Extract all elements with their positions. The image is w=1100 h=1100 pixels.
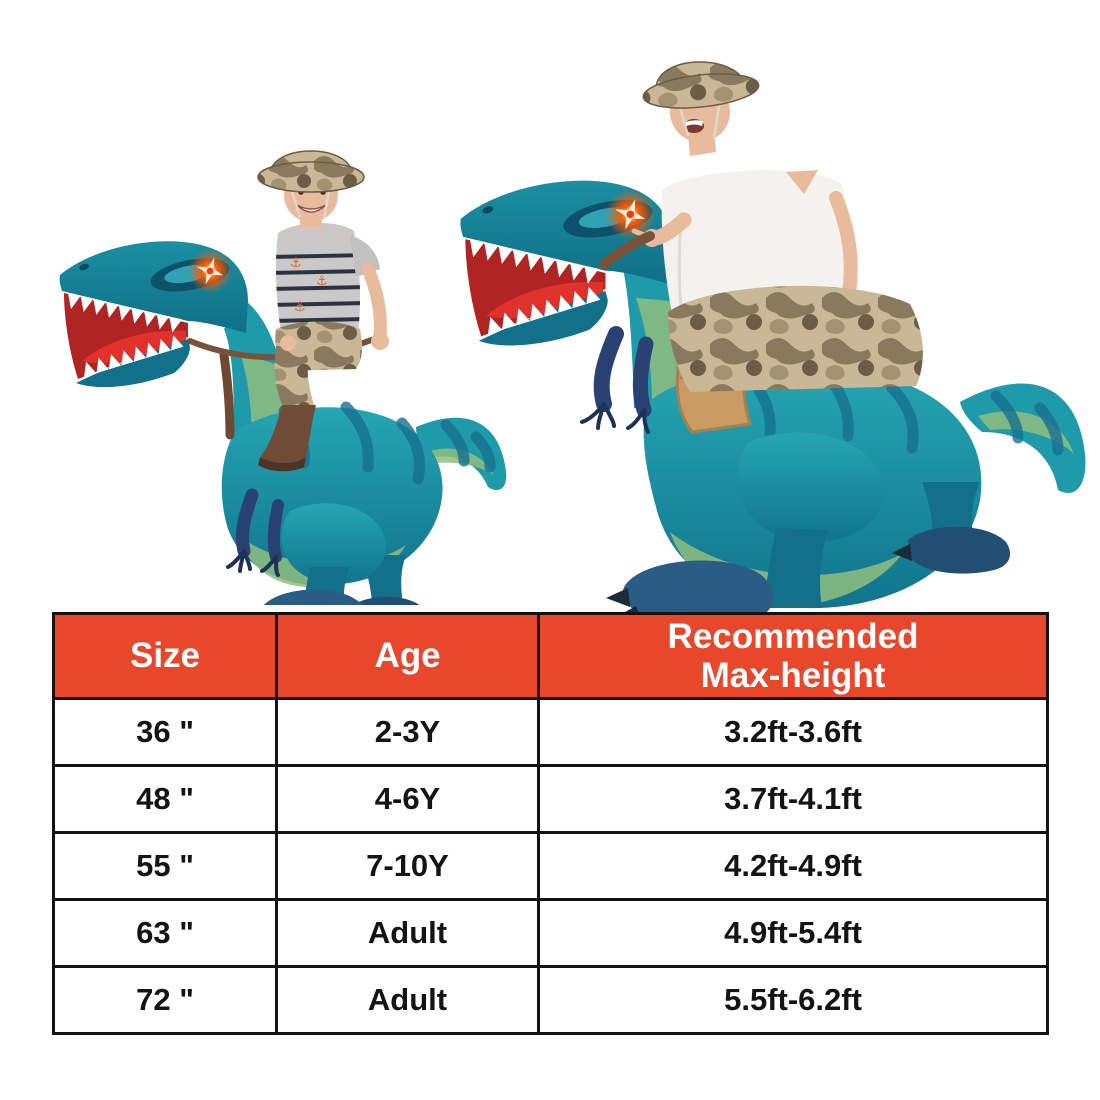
cell-max-height: 4.9ft-5.4ft [537, 898, 1049, 968]
dino-eye-glow [605, 189, 656, 240]
cell-age: Adult [275, 965, 540, 1035]
rein-strap [599, 231, 655, 269]
costume-boot [260, 405, 316, 463]
cell-size: 36 " [52, 697, 278, 767]
camo-bucket-hat [642, 61, 760, 109]
camo-shorts [275, 321, 363, 371]
dinosaur-adult-size [460, 180, 1086, 627]
adult-rider-photo [460, 61, 1086, 627]
cell-max-height: 5.5ft-6.2ft [537, 965, 1049, 1035]
table-row: 36 " 2-3Y 3.2ft-3.6ft [52, 697, 1049, 767]
table-row: 48 " 4-6Y 3.7ft-4.1ft [52, 764, 1049, 834]
col-header-max-height: Recommended Max-height [537, 612, 1049, 700]
child-rider-photo: ⚓ ⚓ ⚓ [59, 150, 507, 605]
adult-head [642, 61, 760, 156]
adult-rider [599, 61, 923, 392]
child-head [257, 150, 365, 227]
camo-shorts [668, 285, 923, 392]
child-shirt: ⚓ ⚓ ⚓ [275, 222, 380, 339]
cell-size: 48 " [52, 764, 278, 834]
cell-age: 7-10Y [275, 831, 540, 901]
dino-teeth [68, 293, 184, 377]
camo-bucket-hat [257, 150, 365, 193]
cell-size: 55 " [52, 831, 278, 901]
cell-size: 63 " [52, 898, 278, 968]
child-rider: ⚓ ⚓ ⚓ [257, 150, 389, 472]
neck-strap [219, 350, 235, 440]
cell-max-height: 3.2ft-3.6ft [537, 697, 1049, 767]
cell-age: 4-6Y [275, 764, 540, 834]
cell-max-height: 4.2ft-4.9ft [537, 831, 1049, 901]
cell-age: 2-3Y [275, 697, 540, 767]
anchor-print: ⚓ [316, 274, 328, 289]
table-row: 55 " 7-10Y 4.2ft-4.9ft [52, 831, 1049, 901]
dinosaur-child-size [59, 241, 507, 605]
anchor-print: ⚓ [294, 300, 306, 315]
table-row: 72 " Adult 5.5ft-6.2ft [52, 965, 1049, 1035]
dino-eye-glow [188, 249, 232, 293]
dino-head [59, 241, 248, 388]
table-row: 63 " Adult 4.9ft-5.4ft [52, 898, 1049, 968]
anchor-print: ⚓ [290, 256, 302, 271]
cell-max-height: 3.7ft-4.1ft [537, 764, 1049, 834]
table-header-row: Size Age Recommended Max-height [52, 612, 1049, 700]
size-chart-table: Size Age Recommended Max-height 36 " 2-3… [52, 612, 1049, 1035]
col-header-age: Age [275, 612, 540, 700]
cell-size: 72 " [52, 965, 278, 1035]
col-header-size: Size [52, 612, 278, 700]
cell-age: Adult [275, 898, 540, 968]
